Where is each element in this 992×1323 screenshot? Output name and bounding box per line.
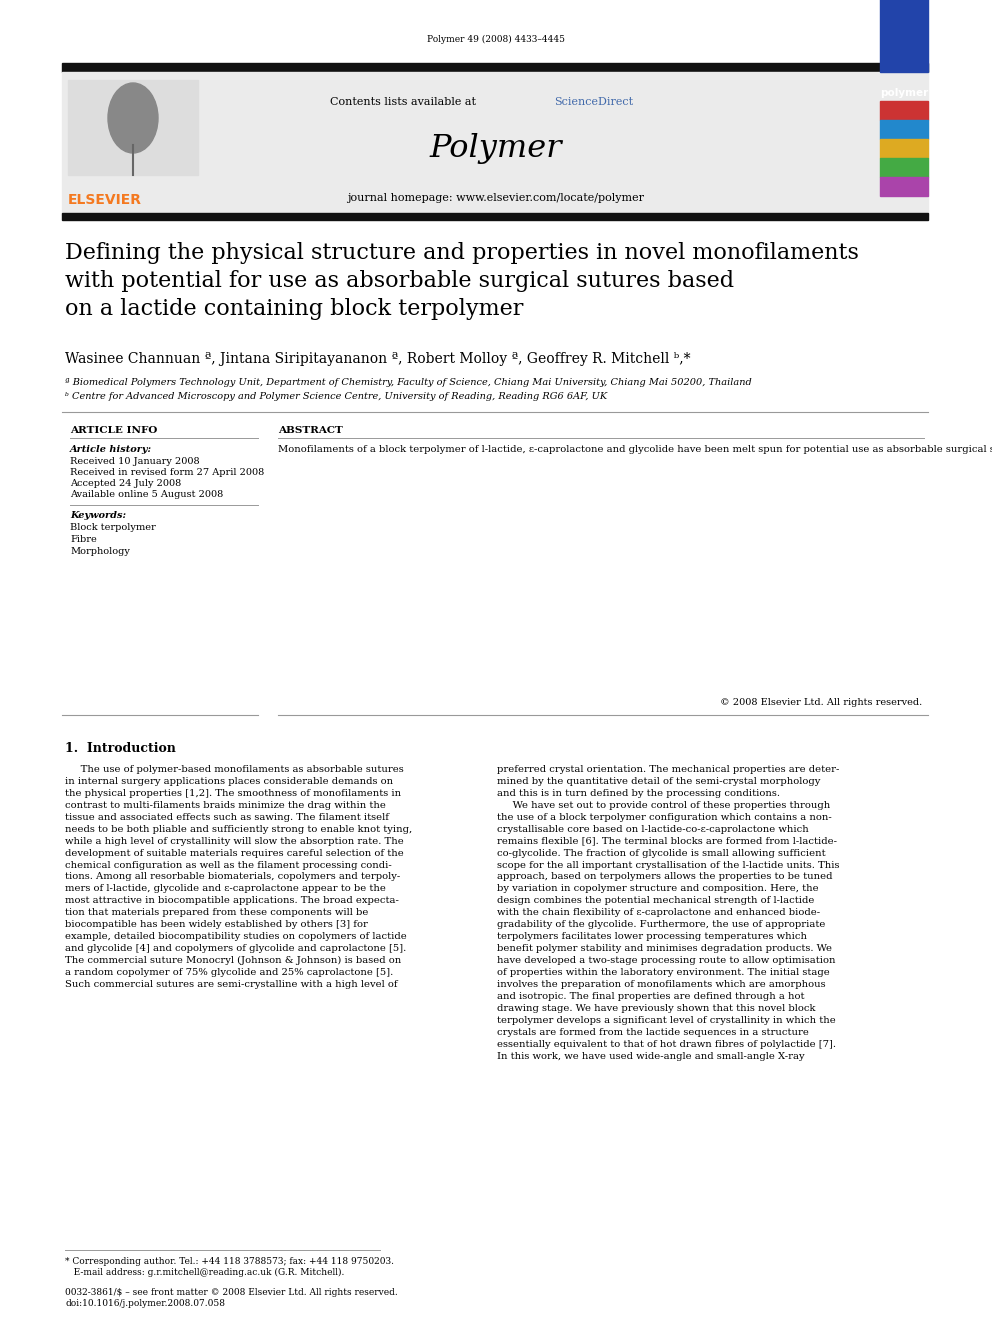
Text: Wasinee Channuan ª, Jintana Siripitayananon ª, Robert Molloy ª, Geoffrey R. Mitc: Wasinee Channuan ª, Jintana Siripitayana…: [65, 352, 690, 366]
Text: Fibre: Fibre: [70, 534, 97, 544]
Text: ª Biomedical Polymers Technology Unit, Department of Chemistry, Faculty of Scien: ª Biomedical Polymers Technology Unit, D…: [65, 378, 752, 388]
Text: Received in revised form 27 April 2008: Received in revised form 27 April 2008: [70, 468, 264, 478]
Text: Defining the physical structure and properties in novel monofilaments
with poten: Defining the physical structure and prop…: [65, 242, 859, 320]
Text: Available online 5 August 2008: Available online 5 August 2008: [70, 490, 223, 499]
Text: journal homepage: www.elsevier.com/locate/polymer: journal homepage: www.elsevier.com/locat…: [347, 193, 645, 202]
Text: Article history:: Article history:: [70, 445, 152, 454]
Text: ARTICLE INFO: ARTICLE INFO: [70, 426, 158, 435]
Text: Morphology: Morphology: [70, 546, 130, 556]
Text: E-mail address: g.r.mitchell@reading.ac.uk (G.R. Mitchell).: E-mail address: g.r.mitchell@reading.ac.…: [65, 1267, 344, 1277]
Text: © 2008 Elsevier Ltd. All rights reserved.: © 2008 Elsevier Ltd. All rights reserved…: [720, 699, 922, 706]
Text: polymer: polymer: [880, 89, 929, 98]
Text: The use of polymer-based monofilaments as absorbable sutures
in internal surgery: The use of polymer-based monofilaments a…: [65, 765, 413, 990]
Ellipse shape: [108, 83, 158, 153]
Text: Monofilaments of a block terpolymer of l-lactide, ε-caprolactone and glycolide h: Monofilaments of a block terpolymer of l…: [278, 445, 992, 454]
Text: Keywords:: Keywords:: [70, 511, 126, 520]
Bar: [62, 64, 928, 71]
Text: 0032-3861/$ – see front matter © 2008 Elsevier Ltd. All rights reserved.: 0032-3861/$ – see front matter © 2008 El…: [65, 1289, 398, 1297]
Bar: [880, 120, 928, 139]
Text: 1.  Introduction: 1. Introduction: [65, 742, 176, 755]
Text: ABSTRACT: ABSTRACT: [278, 426, 343, 435]
Text: Polymer: Polymer: [430, 132, 562, 164]
Text: Accepted 24 July 2008: Accepted 24 July 2008: [70, 479, 182, 488]
Text: ᵇ Centre for Advanced Microscopy and Polymer Science Centre, University of Readi: ᵇ Centre for Advanced Microscopy and Pol…: [65, 392, 607, 401]
Text: Polymer 49 (2008) 4433–4445: Polymer 49 (2008) 4433–4445: [427, 34, 565, 44]
Bar: [62, 71, 928, 216]
Bar: [880, 101, 928, 120]
Bar: [62, 213, 928, 220]
Text: doi:10.1016/j.polymer.2008.07.058: doi:10.1016/j.polymer.2008.07.058: [65, 1299, 225, 1308]
Bar: [880, 0, 928, 71]
Text: Received 10 January 2008: Received 10 January 2008: [70, 456, 199, 466]
Bar: [68, 79, 198, 175]
Text: Contents lists available at: Contents lists available at: [330, 97, 479, 107]
Text: ScienceDirect: ScienceDirect: [554, 97, 633, 107]
Text: preferred crystal orientation. The mechanical properties are deter-
mined by the: preferred crystal orientation. The mecha…: [497, 765, 839, 1061]
Text: ELSEVIER: ELSEVIER: [68, 193, 142, 206]
Text: * Corresponding author. Tel.: +44 118 3788573; fax: +44 118 9750203.: * Corresponding author. Tel.: +44 118 37…: [65, 1257, 394, 1266]
Bar: [880, 139, 928, 157]
Text: Block terpolymer: Block terpolymer: [70, 523, 156, 532]
Bar: [880, 177, 928, 196]
Bar: [880, 157, 928, 177]
